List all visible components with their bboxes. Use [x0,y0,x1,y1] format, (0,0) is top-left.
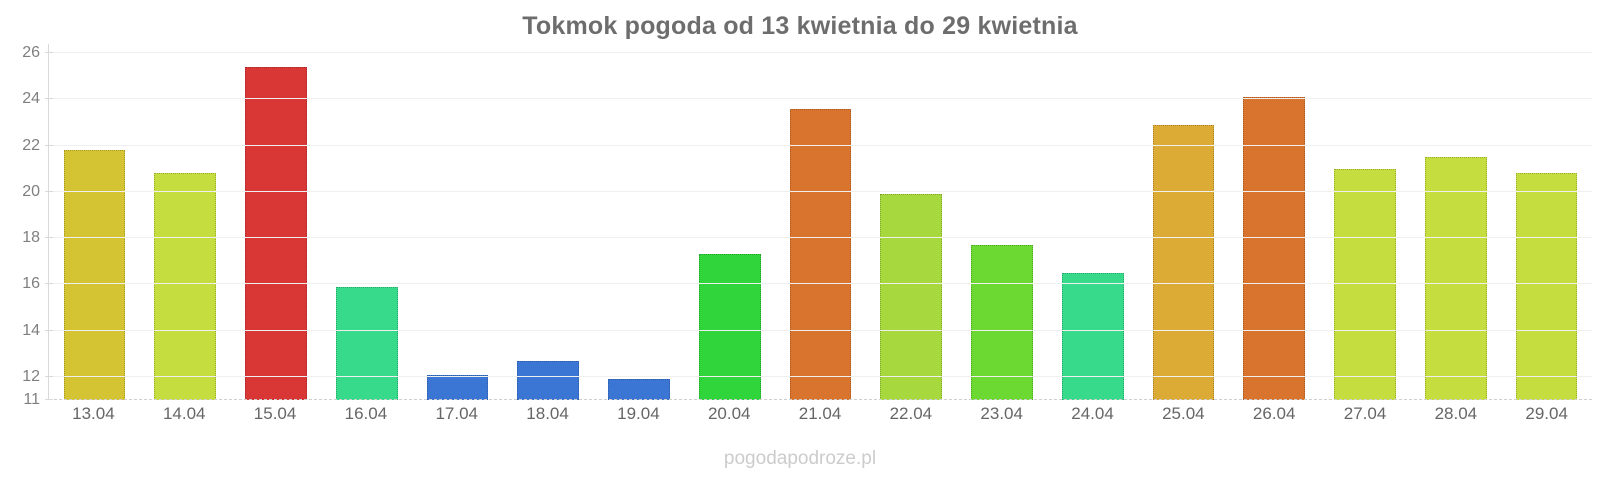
bar-slot [594,44,685,400]
bars-container [49,44,1592,400]
watermark: pogodapodroze.pl [723,448,877,469]
y-axis-tick-label: 12 [22,367,40,385]
y-axis-tick-label: 20 [22,182,40,200]
bar-slot [140,44,231,400]
x-axis-label: 27.04 [1343,404,1387,423]
y-axis-tick-label: 16 [22,275,40,293]
x-axis-label: 20.04 [707,404,751,423]
bar-24.04[interactable] [1061,272,1124,400]
x-axis-label: 22.04 [889,404,933,423]
y-axis-tick-mark [45,283,53,285]
bar-16.04[interactable] [335,286,398,400]
bar-21.04[interactable] [789,108,852,400]
x-axis-label: 14.04 [162,404,206,423]
bar-slot [1047,44,1138,400]
x-axis-label: 29.04 [1525,404,1568,423]
x-axis-label: 18.04 [526,404,569,423]
y-axis-tick-mark [45,52,53,54]
y-axis-tick-mark [45,237,53,239]
y-axis-tick-label: 11 [23,391,40,408]
bar-26.04[interactable] [1243,97,1306,400]
bar-slot [1410,44,1501,400]
bar-slot [1138,44,1229,400]
x-axis-label: 23.04 [980,404,1023,423]
x-axis-label: 13.04 [72,404,115,423]
bar-20.04[interactable] [698,254,761,400]
y-axis-tick-mark [45,329,53,331]
bar-13.04[interactable] [63,150,126,400]
bar-14.04[interactable] [154,173,216,400]
y-axis-tick-mark [45,144,53,146]
bar-25.04[interactable] [1152,124,1215,400]
bar-slot [1229,44,1320,400]
bar-15.04[interactable] [245,67,307,400]
x-axis-label: 15.04 [253,404,297,423]
x-axis-label: 16.04 [344,404,388,423]
y-axis-tick-mark [45,399,53,400]
bar-29.04[interactable] [1515,173,1578,400]
bar-18.04[interactable] [517,360,580,400]
bar-slot [775,44,866,400]
bar-17.04[interactable] [426,374,489,400]
bar-slot [231,44,322,400]
y-axis-tick-label: 24 [22,90,40,108]
bar-19.04[interactable] [608,379,670,400]
y-axis-tick-mark [45,98,53,100]
y-axis-tick-label: 18 [22,229,40,247]
bar-slot [866,44,957,400]
x-axis-label: 24.04 [1071,404,1114,423]
y-axis-tick-mark [45,375,53,377]
y-axis-tick-label: 26 [22,44,40,62]
chart-title: Tokmok pogoda od 13 kwietnia do 29 kwiet… [522,12,1078,40]
x-axis-label: 28.04 [1434,404,1478,423]
x-axis-label: 19.04 [617,404,660,423]
plot-area [45,44,1592,400]
y-axis-tick-label: 22 [22,136,40,154]
bar-22.04[interactable] [880,194,943,400]
x-axis-line [49,399,1592,400]
bar-slot [1320,44,1411,400]
bar-23.04[interactable] [971,245,1033,400]
bar-slot [684,44,775,400]
x-axis-label: 26.04 [1252,404,1296,423]
bar-slot [957,44,1048,400]
y-axis-tick-label: 14 [22,321,40,339]
x-axis: 13.04 14.04 15.04 16.04 17.04 18.04 19.04 20.04… [48,404,1592,424]
y-axis-tick-mark [45,190,53,192]
x-axis-label: 21.04 [798,404,842,423]
bar-slot [321,44,412,400]
bar-slot [412,44,503,400]
x-axis-label: 25.04 [1162,404,1205,423]
bar-28.04[interactable] [1425,157,1487,400]
bar-slot [49,44,140,400]
x-axis-label: 17.04 [435,404,478,423]
bar-27.04[interactable] [1334,168,1396,400]
bar-slot [1501,44,1592,400]
bar-slot [503,44,594,400]
